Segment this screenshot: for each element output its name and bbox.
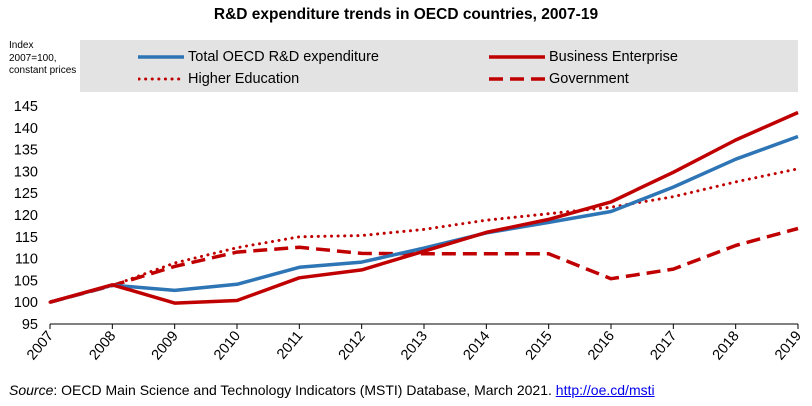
y-tick-label: 130 <box>14 164 38 180</box>
legend-swatch-total <box>138 55 184 59</box>
legend: Total OECD R&D expenditure Business Ente… <box>80 40 798 92</box>
y-tick-label: 110 <box>15 252 38 268</box>
x-tick-label: 2014 <box>460 328 493 363</box>
x-tick-label: 2019 <box>772 328 805 363</box>
y-tick-label: 95 <box>22 317 38 333</box>
source-prefix: Source <box>9 382 54 398</box>
legend-item-higher-education: Higher Education <box>138 70 299 88</box>
legend-label-business: Business Enterprise <box>549 49 678 65</box>
y-tick-label: 105 <box>14 273 38 289</box>
y-tick-label: 100 <box>14 295 38 311</box>
x-tick-label: 2010 <box>211 328 244 363</box>
x-tick-label: 2015 <box>523 328 556 363</box>
series-lines <box>48 110 800 305</box>
y-tick-label: 135 <box>14 143 38 159</box>
y-tick-label: 145 <box>14 99 38 115</box>
x-axis: 2007 2008 2009 2010 2011 2012 2013 2014 2015 2016… <box>24 323 805 363</box>
y-tick-label: 125 <box>14 186 38 202</box>
y-tick-label: 115 <box>15 230 38 246</box>
x-tick-label: 2007 <box>24 328 57 363</box>
y-axis: 95 100 105 110 115 120 125 130 135 140 145 <box>14 99 38 333</box>
legend-swatch-higher-education <box>138 77 184 81</box>
legend-label-higher-education: Higher Education <box>188 71 300 87</box>
legend-swatch-business <box>489 55 545 59</box>
legend-swatch-government <box>489 77 545 81</box>
y-axis-label: Index 2007=100, constant prices <box>9 40 77 76</box>
series-line-total-oecd-r-d-expenditure <box>49 134 799 304</box>
x-tick-label: 2008 <box>86 328 119 363</box>
legend-label-total: Total OECD R&D expenditure <box>188 49 379 65</box>
source-note: Source: OECD Main Science and Technology… <box>9 382 655 398</box>
x-tick-label: 2009 <box>149 328 182 363</box>
y-tick-label: 140 <box>14 121 38 137</box>
source-link[interactable]: http://oe.cd/msti <box>555 382 655 398</box>
x-tick-label: 2018 <box>710 328 743 363</box>
x-tick-label: 2012 <box>336 328 369 363</box>
legend-item-total: Total OECD R&D expenditure <box>138 48 379 66</box>
y-tick-label: 120 <box>14 208 38 224</box>
legend-label-government: Government <box>549 71 629 87</box>
series-line-higher-education <box>48 167 800 304</box>
legend-item-business: Business Enterprise <box>489 48 678 66</box>
x-tick-label: 2013 <box>398 328 431 363</box>
x-tick-label: 2017 <box>647 328 680 363</box>
legend-item-government: Government <box>489 70 629 88</box>
chart-title: R&D expenditure trends in OECD countries… <box>213 6 599 23</box>
x-tick-label: 2016 <box>585 328 618 363</box>
x-tick-label: 2011 <box>274 328 306 362</box>
series-line-government <box>49 226 799 304</box>
source-text: : OECD Main Science and Technology Indic… <box>53 382 556 398</box>
series-line-business-enterprise <box>49 110 799 305</box>
